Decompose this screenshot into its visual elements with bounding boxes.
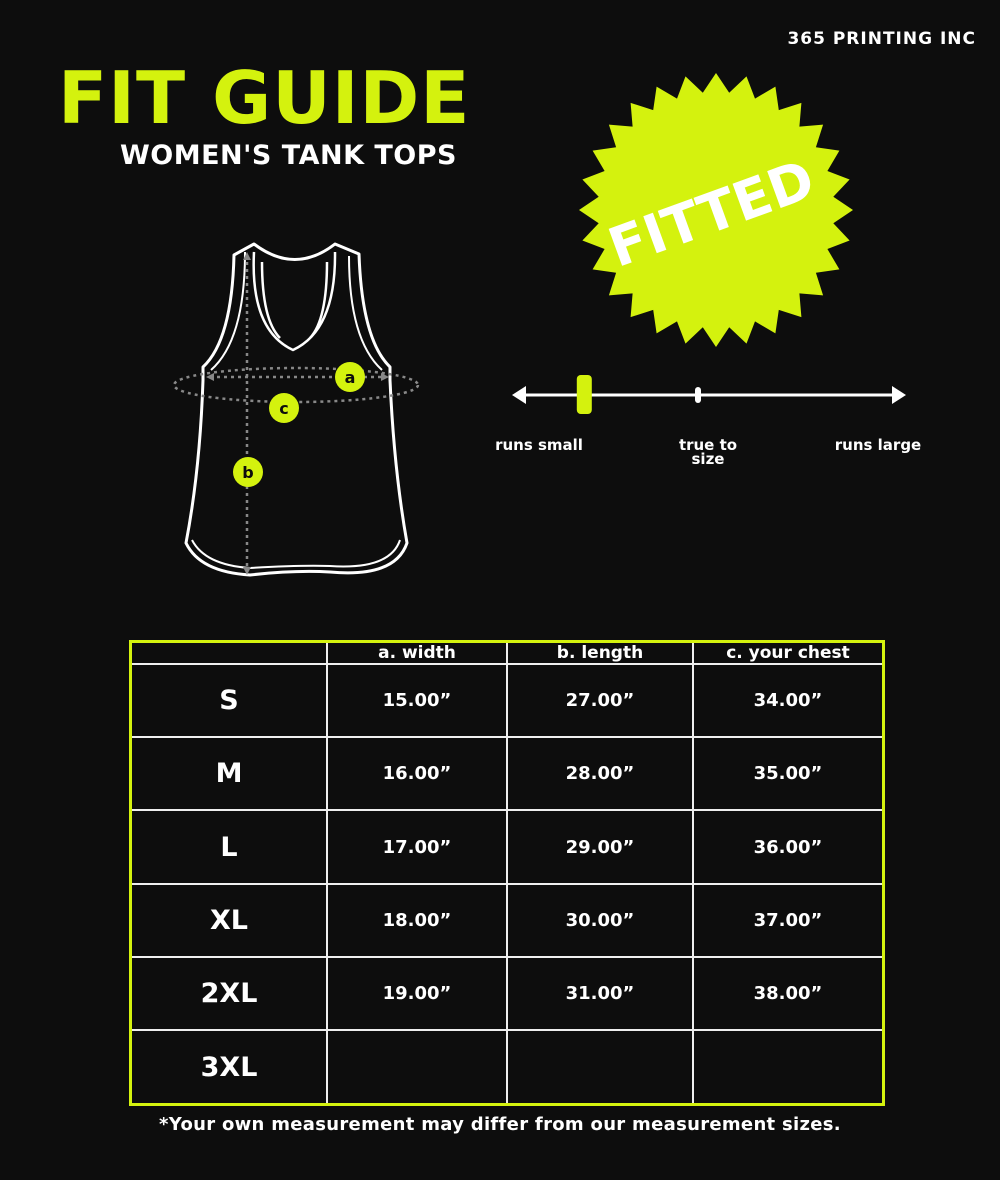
cell-width: 17.00” — [326, 809, 508, 885]
fit-position-marker — [576, 375, 592, 414]
table-row: S 15.00” 27.00” 34.00” — [129, 662, 885, 739]
true-to-size-tick — [695, 387, 701, 403]
table-row: M 16.00” 28.00” 35.00” — [129, 736, 885, 812]
marker-c-label: c — [279, 399, 288, 418]
marker-b — [233, 457, 263, 487]
header-chest: c. your chest — [692, 640, 885, 665]
cell-size: L — [129, 809, 328, 885]
cell-size: M — [129, 736, 328, 812]
tank-inner-trim — [191, 251, 401, 569]
cell-chest — [692, 1029, 885, 1106]
racerback — [252, 251, 337, 352]
marker-a — [335, 362, 365, 392]
cell-width: 15.00” — [326, 662, 508, 739]
arrow-left-icon — [512, 386, 526, 404]
cell-width: 16.00” — [326, 736, 508, 812]
cell-length: 31.00” — [506, 955, 694, 1032]
brand-name: 365 PRINTING INC — [787, 29, 976, 49]
cell-length: 28.00” — [506, 736, 694, 812]
scale-label-runs-large: runs large — [834, 436, 922, 454]
cell-size: XL — [129, 882, 328, 958]
cell-width: 19.00” — [326, 955, 508, 1032]
table-header-row: a. width b. length c. your chest — [129, 640, 885, 665]
cell-chest: 34.00” — [692, 662, 885, 739]
scale-label-true-to-size: true to size — [678, 436, 738, 468]
table-row: 3XL — [129, 1029, 885, 1106]
cell-length — [506, 1029, 694, 1106]
header-width: a. width — [326, 640, 508, 665]
header-size — [129, 640, 328, 665]
page-subtitle: WOMEN'S TANK TOPS — [120, 140, 457, 171]
tank-top-diagram — [184, 242, 409, 577]
measure-lines — [172, 255, 420, 572]
cell-size: S — [129, 662, 328, 739]
cell-width: 18.00” — [326, 882, 508, 958]
fit-scale — [512, 375, 906, 414]
cell-chest: 35.00” — [692, 736, 885, 812]
cell-size: 3XL — [129, 1029, 328, 1106]
marker-a-label: a — [345, 368, 356, 387]
fitted-badge-starburst — [579, 73, 853, 347]
measure-arrowheads — [206, 252, 389, 575]
cell-length: 30.00” — [506, 882, 694, 958]
cell-length: 29.00” — [506, 809, 694, 885]
marker-c — [269, 393, 299, 423]
graphics-layer: FITTED a c b — [172, 73, 906, 577]
cell-size: 2XL — [129, 955, 328, 1032]
footnote: *Your own measurement may differ from ou… — [159, 1114, 841, 1135]
size-table: a. width b. length c. your chest S 15.00”… — [129, 640, 885, 1106]
page-title: FIT GUIDE — [58, 56, 471, 140]
header-length: b. length — [506, 640, 694, 665]
arrow-right-icon — [892, 386, 906, 404]
scale-label-runs-small: runs small — [495, 436, 583, 454]
cell-width — [326, 1029, 508, 1106]
table-row: XL 18.00” 30.00” 37.00” — [129, 882, 885, 958]
table-row: 2XL 19.00” 31.00” 38.00” — [129, 955, 885, 1032]
cell-chest: 36.00” — [692, 809, 885, 885]
table-row: L 17.00” 29.00” 36.00” — [129, 809, 885, 885]
marker-b-label: b — [242, 463, 253, 482]
measure-markers: a c b — [233, 362, 365, 487]
cell-length: 27.00” — [506, 662, 694, 739]
cell-chest: 37.00” — [692, 882, 885, 958]
cell-chest: 38.00” — [692, 955, 885, 1032]
tank-outline — [184, 242, 409, 577]
